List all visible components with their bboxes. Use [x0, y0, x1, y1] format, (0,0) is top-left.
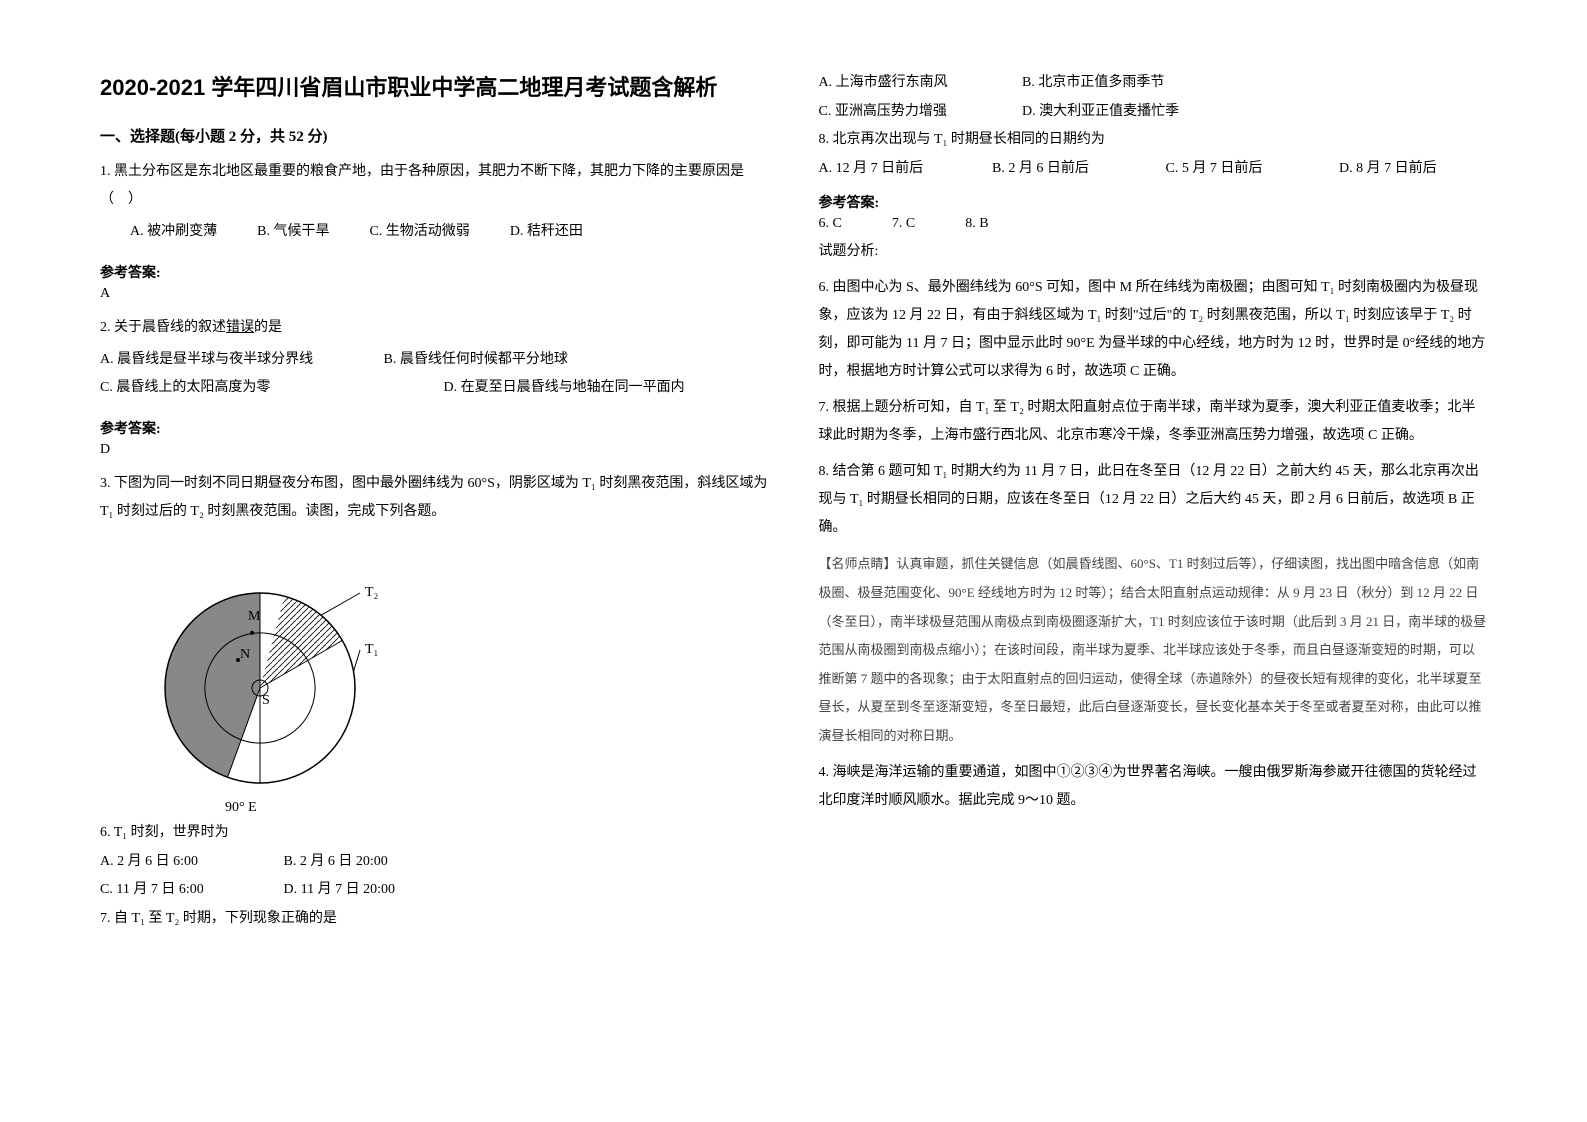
ans7: 7. C: [892, 216, 915, 232]
left-column: 2020-2021 学年四川省眉山市职业中学高二地理月考试题含解析 一、选择题(…: [100, 70, 769, 1082]
svg-text:T₂: T₂: [365, 585, 379, 600]
analysis-7: 7. 根据上题分析可知，自 T₁ 至 T₂ 时期太阳直射点位于南半球，南半球为夏…: [819, 394, 1488, 450]
q2-text: 2. 关于晨昏线的叙述错误的是: [100, 314, 769, 342]
right-column: A. 上海市盛行东南风 B. 北京市正值多雨季节 C. 亚洲高压势力增强 D. …: [819, 70, 1488, 1082]
q8-optB: B. 2 月 6 日前后: [992, 156, 1162, 183]
q2-optB: B. 晨昏线任何时候都平分地球: [384, 352, 568, 367]
analysis-note: 【名师点睛】认真审题，抓住关键信息（如晨昏线图、60°S、T1 时刻过后等），仔…: [819, 550, 1488, 750]
page-title: 2020-2021 学年四川省眉山市职业中学高二地理月考试题含解析: [100, 70, 769, 105]
answers678: 6. C 7. C 8. B: [819, 216, 1488, 232]
diagram-container: T₂ T₁ M N S 90° E: [100, 548, 769, 816]
question-1: 1. 黑土分布区是东北地区最重要的粮食产地，由于各种原因，其肥力不断下降，其肥力…: [100, 158, 769, 246]
q1-text: 1. 黑土分布区是东北地区最重要的粮食产地，由于各种原因，其肥力不断下降，其肥力…: [100, 158, 769, 214]
q2-row1: A. 晨昏线是昼半球与夜半球分界线 B. 晨昏线任何时候都平分地球: [100, 346, 769, 374]
q6-row1: A. 2 月 6 日 6:00 B. 2 月 6 日 20:00: [100, 849, 769, 876]
q1-options: A. 被冲刷变薄 B. 气候干旱 C. 生物活动微弱 D. 秸秆还田: [100, 218, 769, 246]
q8-row: A. 12 月 7 日前后 B. 2 月 6 日前后 C. 5 月 7 日前后 …: [819, 156, 1488, 183]
q6-text: 6. T₁ 时刻，世界时为: [100, 820, 769, 847]
question-4: 4. 海峡是海洋运输的重要通道，如图中①②③④为世界著名海峡。一艘由俄罗斯海参崴…: [819, 759, 1488, 819]
q7-row2: C. 亚洲高压势力增强 D. 澳大利亚正值麦播忙季: [819, 99, 1488, 126]
svg-text:M: M: [248, 609, 261, 624]
svg-text:T₁: T₁: [365, 642, 378, 657]
section-heading: 一、选择题(每小题 2 分，共 52 分): [100, 125, 769, 146]
q8-optD: D. 8 月 7 日前后: [1339, 161, 1437, 176]
q2-optA: A. 晨昏线是昼半球与夜半球分界线: [100, 346, 380, 374]
q2-optD: D. 在夏至日晨昏线与地轴在同一平面内: [444, 380, 685, 395]
q7-text: 7. 自 T₁ 至 T₂ 时期，下列现象正确的是: [100, 906, 769, 933]
question-2: 2. 关于晨昏线的叙述错误的是 A. 晨昏线是昼半球与夜半球分界线 B. 晨昏线…: [100, 314, 769, 402]
svg-text:N: N: [240, 647, 250, 662]
q1-optA: A. 被冲刷变薄: [130, 218, 217, 246]
q4-text: 4. 海峡是海洋运输的重要通道，如图中①②③④为世界著名海峡。一艘由俄罗斯海参崴…: [819, 759, 1488, 815]
ans8: 8. B: [965, 216, 988, 232]
q2-answer-label: 参考答案:: [100, 418, 769, 438]
circle-diagram: T₂ T₁ M N S: [140, 548, 400, 798]
q6-row2: C. 11 月 7 日 6:00 D. 11 月 7 日 20:00: [100, 877, 769, 904]
svg-text:S: S: [262, 693, 270, 708]
ans6: 6. C: [819, 216, 842, 232]
q8-optC: C. 5 月 7 日前后: [1166, 156, 1336, 183]
analysis-6: 6. 由图中心为 S、最外圈纬线为 60°S 可知，图中 M 所在纬线为南极圈；…: [819, 274, 1488, 386]
q6-optA: A. 2 月 6 日 6:00: [100, 849, 280, 876]
q2-row2: C. 晨昏线上的太阳高度为零 D. 在夏至日晨昏线与地轴在同一平面内: [100, 374, 769, 402]
q7-row1: A. 上海市盛行东南风 B. 北京市正值多雨季节: [819, 70, 1488, 97]
q1-answer: A: [100, 286, 769, 302]
q6-optC: C. 11 月 7 日 6:00: [100, 877, 280, 904]
q7-optA: A. 上海市盛行东南风: [819, 70, 1019, 97]
q2-answer: D: [100, 442, 769, 458]
q6-optB: B. 2 月 6 日 20:00: [284, 854, 388, 869]
analysis-8: 8. 结合第 6 题可知 T₁ 时期大约为 11 月 7 日，此日在冬至日（12…: [819, 458, 1488, 542]
q1-optB: B. 气候干旱: [257, 218, 329, 246]
q6-optD: D. 11 月 7 日 20:00: [284, 882, 395, 897]
q7-optD: D. 澳大利亚正值麦播忙季: [1022, 104, 1179, 119]
q8-text: 8. 北京再次出现与 T₁ 时期昼长相同的日期约为: [819, 127, 1488, 154]
q8-optA: A. 12 月 7 日前后: [819, 156, 989, 183]
q1-optC: C. 生物活动微弱: [369, 218, 469, 246]
q1-optD: D. 秸秆还田: [510, 218, 583, 246]
analysis-label: 试题分析:: [819, 238, 1488, 266]
answers678-label: 参考答案:: [819, 192, 1488, 212]
q7-optB: B. 北京市正值多雨季节: [1022, 75, 1164, 90]
q3-text: 3. 下图为同一时刻不同日期昼夜分布图，图中最外圈纬线为 60°S，阴影区域为 …: [100, 470, 769, 526]
question-3: 3. 下图为同一时刻不同日期昼夜分布图，图中最外圈纬线为 60°S，阴影区域为 …: [100, 470, 769, 530]
diagram-bottom-label: 90° E: [225, 800, 257, 816]
q2-optC: C. 晨昏线上的太阳高度为零: [100, 374, 440, 402]
q7-optC: C. 亚洲高压势力增强: [819, 99, 1019, 126]
q1-answer-label: 参考答案:: [100, 262, 769, 282]
